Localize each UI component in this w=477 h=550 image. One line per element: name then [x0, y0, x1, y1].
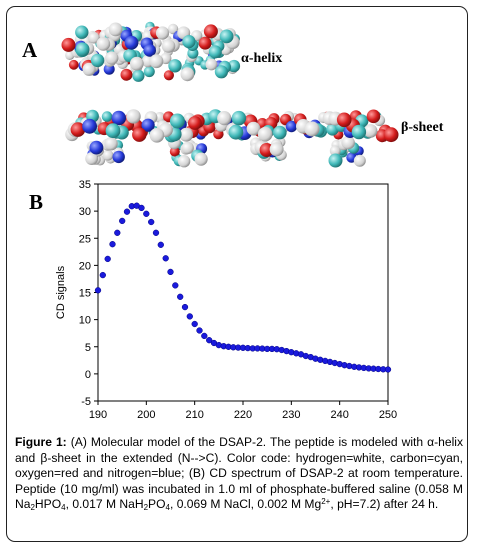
beta-sheet-model: [65, 109, 399, 168]
y-tick-label: 35: [79, 179, 91, 191]
data-point: [196, 327, 203, 334]
data-point: [104, 255, 111, 263]
caption-sub-2: 4: [61, 503, 66, 512]
beta-sheet-label: β-sheet: [401, 120, 444, 135]
caption-sub-4: 4: [165, 503, 170, 512]
caption-text-2: HPO: [34, 497, 62, 511]
y-tick-label: 5: [85, 342, 91, 354]
caption-text-6: , pH=7.2) after 24 h.: [330, 497, 439, 511]
caption-sub-1: 2: [30, 503, 35, 512]
data-point: [167, 268, 174, 276]
cd-data-series: [94, 202, 392, 373]
x-tick-label: 210: [185, 409, 203, 421]
data-point: [177, 293, 184, 300]
data-point: [181, 303, 189, 311]
molecular-model-image: [61, 21, 399, 168]
caption-text-3: , 0.017 M NaH: [65, 497, 144, 511]
data-point: [138, 204, 145, 212]
y-tick-label: 25: [79, 233, 91, 245]
data-point: [201, 332, 208, 340]
caption-label: Figure 1:: [15, 435, 67, 449]
data-point: [99, 271, 106, 279]
data-point: [191, 320, 198, 328]
alpha-helix-label: α-helix: [241, 51, 283, 66]
caption-text-1: (A) Molecular model of the DSAP-2. The p…: [15, 435, 463, 511]
data-point: [109, 241, 116, 248]
figure-frame: [6, 6, 468, 542]
caption-text-5: , 0.069 M NaCl, 0.002 M Mg: [169, 497, 322, 511]
caption-sub-3: 2: [143, 503, 149, 512]
x-tick-label: 230: [282, 409, 300, 421]
cd-spectrum-chart: 190200210220230240250-505101520253035Wav…: [55, 179, 397, 421]
data-point: [152, 229, 160, 236]
x-tick-label: 200: [137, 409, 155, 421]
x-tick-label: 250: [379, 409, 397, 421]
y-tick-label: -5: [81, 396, 91, 408]
data-point: [143, 210, 150, 217]
y-tick-label: 15: [79, 288, 91, 300]
caption-sup-1: 2+: [321, 497, 331, 506]
panel-a-label: A: [22, 38, 38, 62]
data-point: [206, 337, 213, 344]
x-tick-label: 190: [89, 409, 107, 421]
x-tick-label: 220: [234, 409, 252, 421]
data-point: [114, 229, 121, 236]
data-point: [123, 208, 131, 215]
caption-text-4: PO: [148, 497, 166, 511]
panel-b-label: B: [29, 190, 44, 214]
data-point: [384, 366, 392, 373]
data-point: [148, 218, 155, 226]
y-tick-label: 10: [79, 315, 91, 327]
alpha-helix-model: [61, 21, 241, 82]
data-point: [119, 217, 126, 225]
data-point: [172, 282, 179, 289]
y-tick-label: 0: [85, 369, 91, 381]
y-tick-label: 20: [79, 260, 91, 272]
data-point: [157, 241, 164, 248]
y-tick-label: 30: [79, 206, 91, 218]
x-tick-label: 240: [330, 409, 348, 421]
chart-axes: 190 200 210 220 230 240 250 -5 0 5 10 15 20 25 30 35: [79, 179, 397, 421]
data-point: [186, 313, 193, 320]
figure-caption: Figure 1: (A) Molecular model of the DSA…: [15, 435, 463, 513]
plot-area-frame: [97, 183, 389, 402]
data-point: [162, 255, 169, 262]
data-point: [94, 287, 102, 294]
y-axis-label: CD signals: [55, 265, 67, 319]
